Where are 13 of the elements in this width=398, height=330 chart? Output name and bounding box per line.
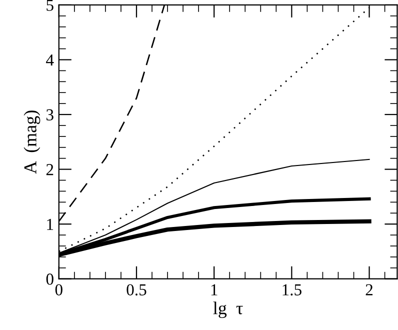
y-tick-label: 4	[46, 54, 54, 66]
x-tick-label: 0.5	[126, 284, 146, 296]
y-tick-label: 3	[46, 109, 54, 120]
x-tick-label: 0	[55, 284, 62, 296]
y-tick-label: 1	[47, 218, 54, 230]
y-tick-label: 0	[46, 274, 54, 285]
y-axis-title: A (mag)	[24, 110, 40, 174]
y-tick-label: 2	[46, 164, 54, 176]
x-tick-label: 1.5	[282, 284, 302, 296]
x-axis-title: lg τ	[213, 302, 243, 318]
x-tick-label: 2	[366, 284, 373, 296]
y-tick-label: 5	[46, 0, 54, 11]
x-tick-label: 1	[211, 284, 218, 296]
